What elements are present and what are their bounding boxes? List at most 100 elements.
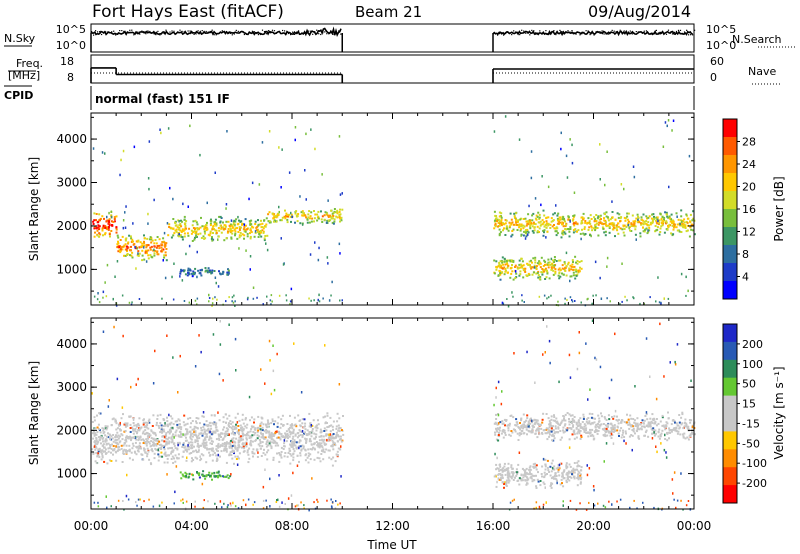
velocity-pixel: [571, 418, 574, 420]
power-pixel: [110, 210, 113, 213]
power-pixel: [522, 224, 525, 227]
power-pixel: [527, 213, 530, 216]
power-pixel: [507, 229, 510, 232]
noise-search-dot: [607, 33, 609, 35]
velocity-pixel: [247, 434, 250, 437]
power-pixel: [280, 237, 282, 240]
power-pixel: [184, 222, 187, 225]
power-pixel: [249, 255, 252, 258]
velocity-pixel: [235, 437, 238, 440]
velocity-pixel: [97, 450, 100, 453]
velocity-pixel: [210, 440, 213, 443]
velocity-pixel: [218, 372, 221, 376]
noise-search-dot: [513, 30, 515, 32]
velocity-pixel: [571, 471, 574, 474]
power-pixel: [238, 229, 241, 231]
velocity-pixel: [672, 419, 675, 421]
power-pixel: [584, 221, 587, 224]
velocity-pixel: [318, 457, 321, 460]
velocity-pixel: [113, 447, 116, 450]
noise-search-dot: [527, 32, 529, 34]
power-pixel: [495, 266, 498, 269]
velocity-pixel: [320, 435, 323, 438]
power-pixel: [563, 268, 566, 271]
power-pixel: [604, 219, 607, 222]
velocity-pixel: [250, 428, 253, 431]
velocity-pixel: [339, 438, 342, 441]
power-pixel: [505, 260, 508, 262]
power-pixel: [538, 213, 541, 216]
velocity-pixel: [276, 352, 278, 356]
velocity-pixel: [205, 475, 208, 478]
velocity-pixel: [563, 477, 566, 479]
velocity-pixel: [189, 437, 192, 440]
velocity-pixel: [568, 353, 571, 357]
power-pixel: [540, 223, 543, 226]
velocity-pixel: [589, 388, 591, 391]
velocity-pixel: [505, 481, 508, 484]
power-pixel: [671, 222, 674, 225]
power-pixel: [509, 222, 512, 225]
power-pixel: [647, 229, 649, 232]
velocity-pixel: [604, 430, 607, 433]
velocity-pixel: [187, 445, 189, 448]
velocity-pixel: [222, 416, 225, 419]
velocity-pixel: [279, 454, 282, 457]
power-pixel: [502, 223, 505, 225]
velocity-pixel: [237, 432, 240, 434]
velocity-pixel: [135, 424, 138, 427]
power-pixel: [560, 131, 562, 135]
power-pixel: [258, 183, 261, 186]
power-pixel: [124, 243, 127, 246]
noise-search-dot: [686, 29, 688, 31]
power-pixel: [499, 273, 502, 276]
velocity-pixel: [614, 429, 617, 432]
velocity-pixel: [338, 426, 341, 429]
power-pixel: [211, 271, 214, 274]
velocity-pixel: [116, 435, 119, 438]
velocity-pixel: [235, 458, 238, 460]
velocity-pixel: [317, 443, 320, 446]
noise-search-dot: [641, 32, 643, 34]
velocity-pixel: [668, 437, 670, 440]
noise-search-dot: [171, 30, 173, 32]
velocity-pixel: [106, 425, 109, 428]
velocity-pixel: [272, 369, 275, 373]
velocity-pixel: [332, 456, 335, 459]
velocity-pixel: [551, 482, 554, 485]
noise-search-dot: [199, 32, 201, 34]
power-pixel: [527, 264, 530, 266]
noise-search-dot: [631, 33, 633, 35]
velocity-pixel: [509, 434, 512, 437]
velocity-pixel: [631, 425, 634, 428]
velocity-pixel: [302, 447, 305, 450]
noise-search-dot: [219, 31, 221, 34]
power-pixel: [336, 211, 338, 214]
velocity-pixel: [259, 428, 262, 431]
power-pixel: [579, 266, 581, 269]
velocity-pixel: [512, 428, 515, 431]
velocity-pixel: [304, 422, 307, 425]
power-pixel: [549, 263, 552, 266]
velocity-pixel: [307, 454, 310, 457]
power-pixel: [340, 216, 343, 219]
power-pixel: [172, 298, 175, 301]
velocity-pixel: [498, 478, 501, 481]
velocity-pixel: [204, 446, 207, 449]
velocity-pixel: [220, 450, 223, 453]
power-pixel: [639, 302, 641, 305]
power-pixel: [209, 232, 212, 235]
velocity-pixel: [262, 452, 265, 455]
power-pixel: [221, 272, 224, 275]
velocity-pixel: [503, 429, 506, 432]
velocity-pixel: [592, 417, 595, 420]
power-pixel: [532, 221, 535, 224]
velocity-pixel: [144, 433, 146, 436]
velocity-pixel: [231, 449, 234, 452]
noise-search-dot: [688, 34, 690, 36]
noise-search-dot: [637, 31, 639, 33]
power-pixel: [182, 202, 184, 206]
velocity-pixel: [550, 430, 553, 433]
power-pixel: [278, 294, 281, 297]
noise-search-dot: [137, 31, 139, 33]
